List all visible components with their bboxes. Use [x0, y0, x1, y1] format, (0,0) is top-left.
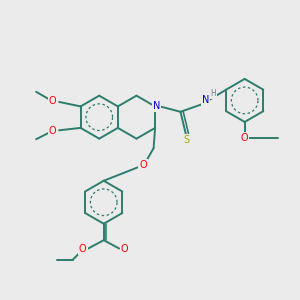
Text: S: S [183, 135, 190, 145]
Text: N: N [153, 101, 160, 111]
Text: O: O [49, 126, 56, 136]
Text: H: H [210, 89, 216, 98]
Text: O: O [121, 244, 128, 254]
Text: O: O [49, 96, 56, 106]
Text: N: N [202, 95, 209, 105]
Text: O: O [241, 133, 248, 143]
Text: O: O [139, 160, 147, 170]
Text: O: O [79, 244, 87, 254]
